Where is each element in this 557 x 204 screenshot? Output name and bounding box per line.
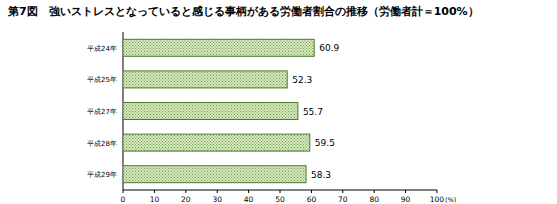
x-tick-label: 100 bbox=[430, 195, 445, 204]
data-label: 58.3 bbox=[311, 170, 331, 180]
bars bbox=[123, 39, 314, 182]
category-label: 平成24年 bbox=[87, 45, 117, 53]
x-tick-label: 60 bbox=[307, 195, 317, 204]
data-label: 52.3 bbox=[292, 75, 312, 85]
x-tick bbox=[217, 190, 218, 193]
x-tick-label: 40 bbox=[244, 195, 254, 204]
x-tick-label: 10 bbox=[150, 195, 160, 204]
category-label: 平成29年 bbox=[87, 171, 117, 179]
x-tick bbox=[342, 190, 343, 193]
bar bbox=[123, 71, 287, 88]
bar bbox=[123, 39, 314, 56]
chart: 第7図 強いストレスとなっていると感じる事柄がある労働者割合の推移（労働者計＝1… bbox=[0, 0, 557, 204]
bar bbox=[123, 103, 298, 120]
title: 第7図 強いストレスとなっていると感じる事柄がある労働者割合の推移（労働者計＝1… bbox=[7, 5, 479, 18]
x-tick bbox=[248, 190, 249, 193]
data-label: 60.9 bbox=[319, 43, 339, 53]
x-tick-label: 90 bbox=[401, 195, 411, 204]
category-label: 平成25年 bbox=[87, 76, 117, 84]
x-tick bbox=[437, 190, 438, 193]
x-tick-label: 80 bbox=[369, 195, 379, 204]
data-label: 59.5 bbox=[315, 138, 335, 148]
x-tick-label: 50 bbox=[275, 195, 285, 204]
bar bbox=[123, 134, 310, 151]
category-label: 平成27年 bbox=[87, 108, 117, 116]
x-tick bbox=[185, 190, 186, 193]
x-tick-label: 20 bbox=[181, 195, 191, 204]
x-tick bbox=[154, 190, 155, 193]
x-tick bbox=[374, 190, 375, 193]
x-tick bbox=[123, 190, 124, 193]
x-tick-label: 0 bbox=[121, 195, 126, 204]
x-tick-label: 30 bbox=[212, 195, 222, 204]
x-tick bbox=[280, 190, 281, 193]
x-tick bbox=[405, 190, 406, 193]
chart-container: 第7図 強いストレスとなっていると感じる事柄がある労働者割合の推移（労働者計＝1… bbox=[0, 0, 557, 204]
x-axis-label: (%) bbox=[445, 196, 456, 204]
bar bbox=[123, 166, 306, 183]
category-label: 平成28年 bbox=[87, 140, 117, 148]
data-label: 55.7 bbox=[303, 107, 323, 117]
x-tick-label: 70 bbox=[338, 195, 348, 204]
x-tick bbox=[311, 190, 312, 193]
